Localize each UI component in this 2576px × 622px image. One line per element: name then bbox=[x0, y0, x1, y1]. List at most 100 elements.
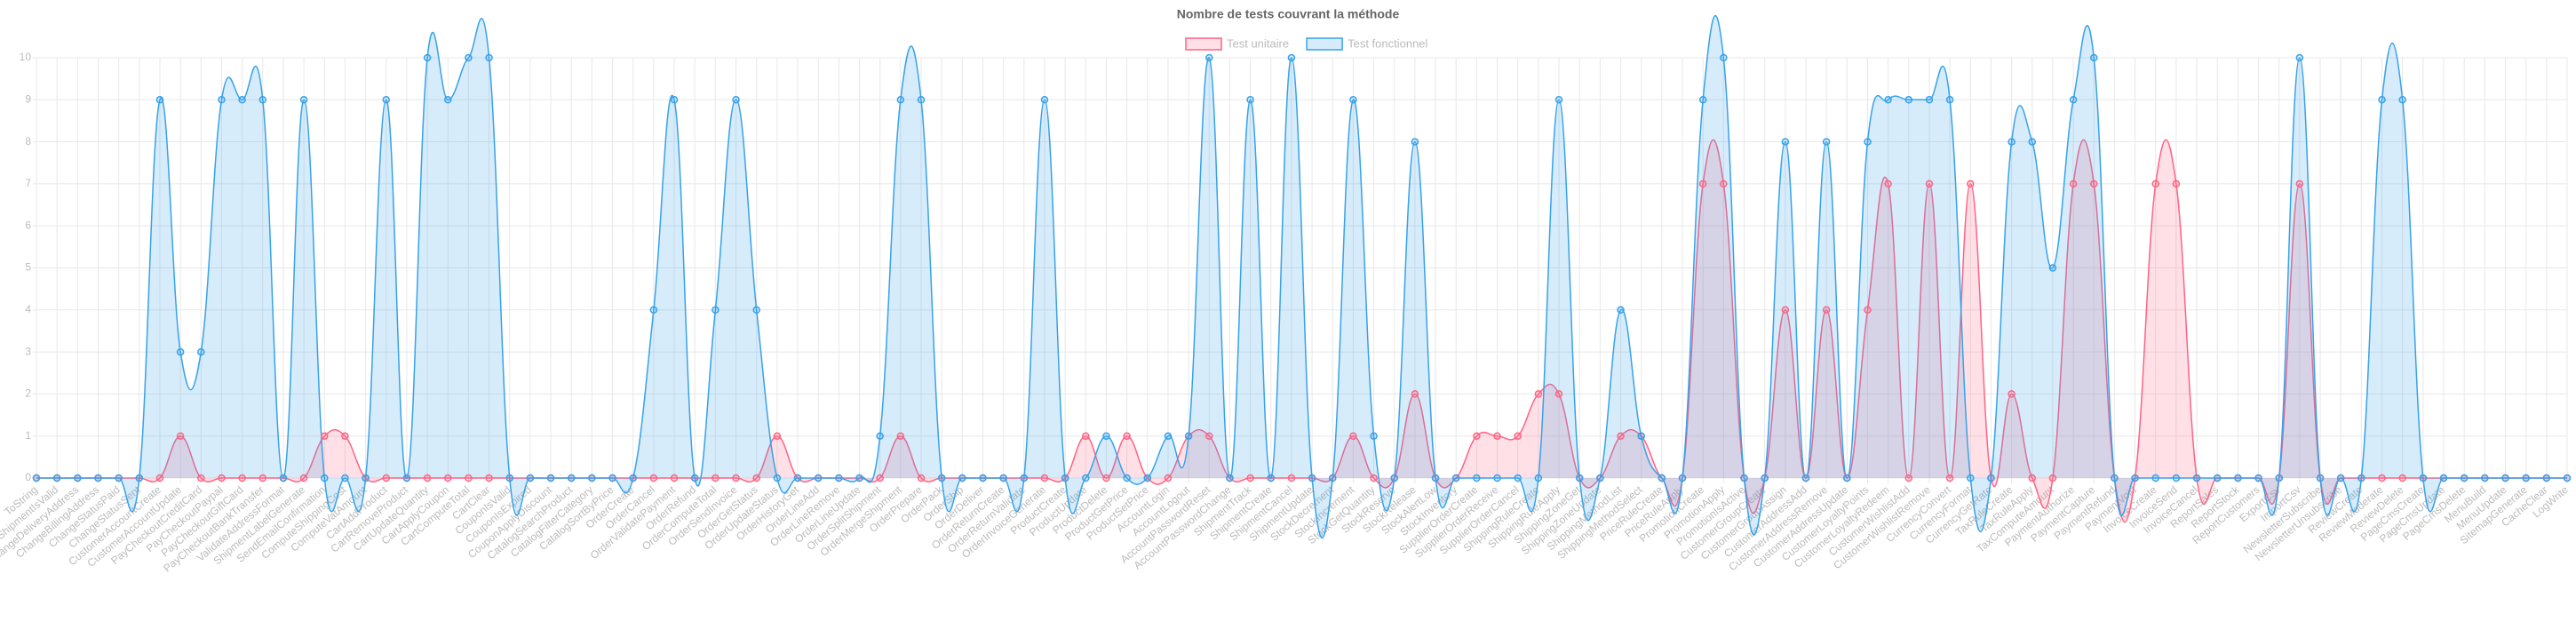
data-point bbox=[2336, 474, 2345, 482]
y-tick-label: 9 bbox=[25, 92, 31, 105]
y-tick-label: 0 bbox=[25, 471, 31, 483]
data-point bbox=[1143, 474, 1152, 482]
data-point bbox=[1554, 390, 1563, 398]
data-point bbox=[258, 474, 267, 482]
data-point bbox=[814, 474, 823, 482]
data-point bbox=[855, 474, 863, 482]
data-point bbox=[1596, 474, 1604, 482]
data-point bbox=[1370, 474, 1378, 482]
data-point bbox=[1822, 306, 1831, 315]
data-point bbox=[1431, 474, 1440, 482]
data-point bbox=[1246, 96, 1254, 104]
data-point bbox=[321, 432, 329, 440]
data-point bbox=[712, 474, 720, 482]
data-point bbox=[2069, 179, 2078, 188]
data-point bbox=[1102, 474, 1110, 482]
data-point bbox=[999, 474, 1007, 482]
data-point bbox=[649, 306, 658, 315]
data-point bbox=[2172, 474, 2181, 482]
data-point bbox=[362, 474, 370, 482]
data-point bbox=[74, 474, 82, 482]
data-point bbox=[1473, 432, 1481, 440]
y-tick-label: 2 bbox=[25, 387, 31, 400]
data-point bbox=[2151, 179, 2159, 188]
data-point bbox=[2522, 474, 2530, 482]
y-tick-label: 8 bbox=[25, 135, 31, 148]
data-point bbox=[1349, 432, 1357, 440]
data-point bbox=[1554, 96, 1563, 104]
data-point bbox=[773, 432, 782, 440]
data-point bbox=[2295, 179, 2304, 188]
data-point bbox=[1287, 53, 1296, 62]
data-point bbox=[1987, 474, 1995, 482]
data-point bbox=[937, 474, 946, 482]
data-point bbox=[1884, 179, 1892, 188]
data-point bbox=[135, 474, 144, 482]
data-point bbox=[1061, 474, 1069, 482]
data-point bbox=[1884, 96, 1892, 104]
data-point bbox=[155, 474, 164, 482]
data-point bbox=[567, 474, 576, 482]
data-point bbox=[423, 474, 432, 482]
data-point bbox=[629, 474, 637, 482]
y-tick-label: 7 bbox=[25, 177, 31, 189]
data-point bbox=[341, 432, 349, 440]
data-point bbox=[979, 474, 987, 482]
data-point bbox=[2111, 474, 2119, 482]
series-line bbox=[36, 14, 2567, 539]
data-point bbox=[876, 432, 884, 440]
data-point bbox=[670, 96, 679, 104]
data-point bbox=[1575, 474, 1584, 482]
data-point bbox=[402, 474, 411, 482]
data-point bbox=[2501, 474, 2509, 482]
data-point bbox=[2378, 96, 2386, 104]
data-point bbox=[2439, 474, 2448, 482]
data-point bbox=[1864, 138, 1872, 146]
data-point bbox=[382, 96, 391, 104]
data-point bbox=[1945, 96, 1954, 104]
data-point bbox=[2254, 474, 2262, 482]
data-point bbox=[2151, 474, 2159, 482]
data-point bbox=[1534, 390, 1543, 398]
data-point bbox=[238, 96, 246, 104]
data-point bbox=[690, 474, 699, 482]
data-point bbox=[2542, 474, 2551, 482]
data-point bbox=[444, 96, 452, 104]
data-point bbox=[1082, 474, 1090, 482]
data-point bbox=[1493, 432, 1501, 440]
data-point bbox=[608, 474, 616, 482]
data-point bbox=[1967, 474, 1975, 482]
data-point bbox=[1617, 432, 1625, 440]
data-point bbox=[2563, 474, 2572, 482]
data-point bbox=[444, 474, 452, 482]
data-point bbox=[176, 347, 185, 356]
data-point bbox=[1740, 474, 1748, 482]
data-point bbox=[238, 474, 246, 482]
data-point bbox=[2398, 96, 2406, 104]
data-point bbox=[465, 474, 473, 482]
data-point bbox=[1473, 474, 1481, 482]
data-point bbox=[2316, 474, 2325, 482]
data-point bbox=[712, 306, 720, 315]
data-point bbox=[1390, 474, 1398, 482]
data-point bbox=[835, 474, 843, 482]
data-point bbox=[1287, 474, 1296, 482]
chart-title: Nombre de tests couvrant la méthode bbox=[1177, 7, 1400, 21]
data-point bbox=[218, 474, 226, 482]
data-point bbox=[1801, 474, 1810, 482]
data-point bbox=[958, 474, 966, 482]
data-point bbox=[1164, 474, 1173, 482]
data-point bbox=[1411, 390, 1419, 398]
data-point bbox=[2172, 179, 2181, 188]
data-point bbox=[1040, 474, 1049, 482]
data-point bbox=[1040, 96, 1049, 104]
data-point bbox=[2460, 474, 2469, 482]
y-tick-label: 1 bbox=[25, 429, 31, 442]
legend-label: Test unitaire bbox=[1227, 36, 1289, 50]
data-point bbox=[1967, 179, 1975, 188]
series-area bbox=[36, 15, 2567, 538]
data-point bbox=[1102, 432, 1110, 440]
y-tick-label: 10 bbox=[20, 51, 32, 63]
data-point bbox=[670, 474, 679, 482]
